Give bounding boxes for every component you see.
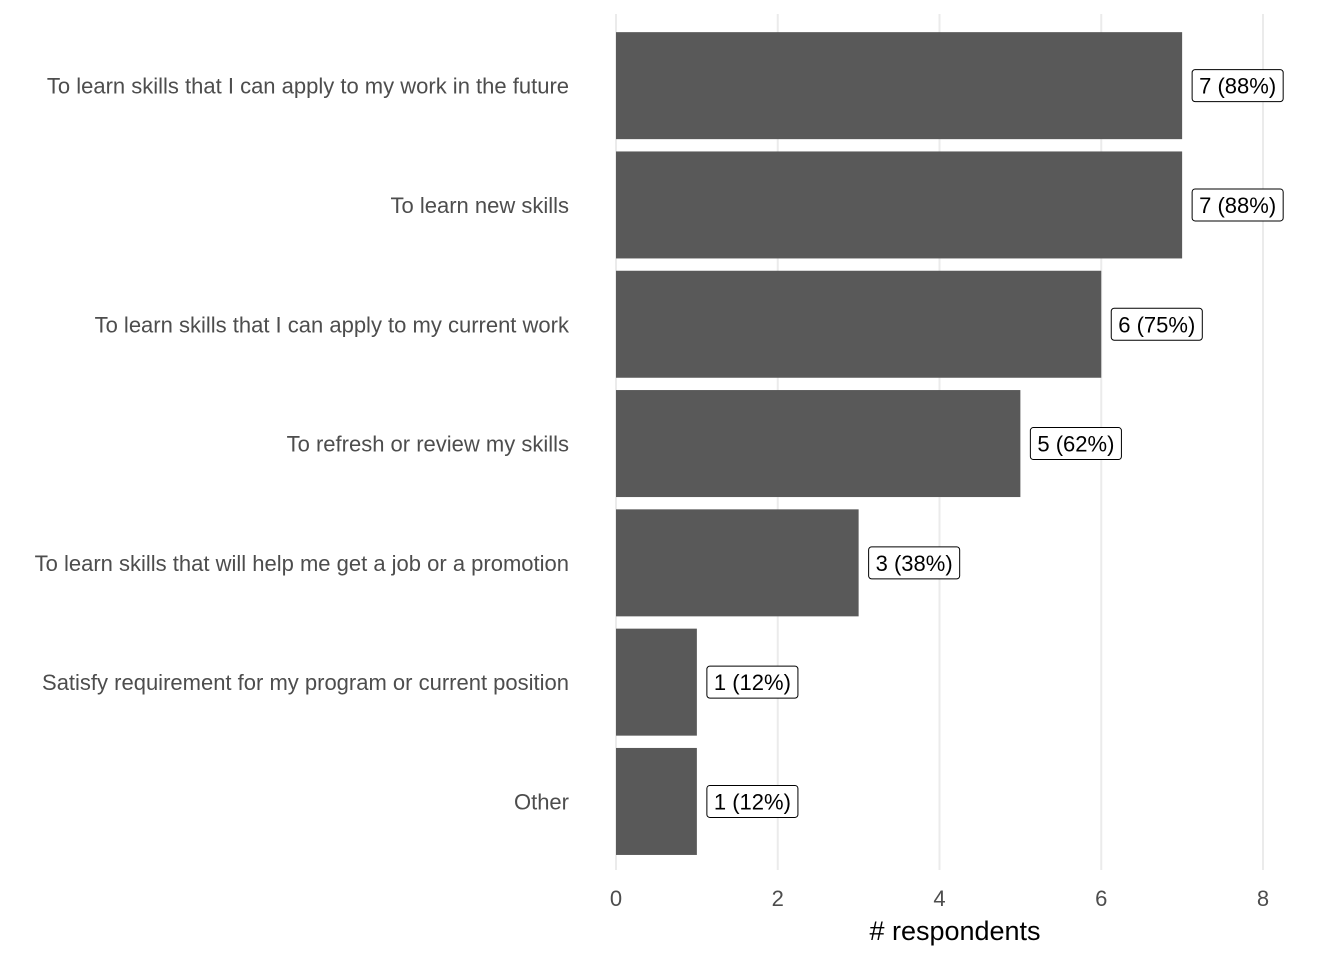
category-label: To learn skills that I can apply to my c… [95,312,570,337]
data-label: 5 (62%) [1029,427,1122,461]
x-axis-title: # respondents [869,916,1040,946]
bar [616,747,697,855]
category-label: To learn skills that will help me get a … [35,551,569,576]
data-label: 7 (88%) [1191,188,1284,222]
bar [616,151,1183,259]
data-label: 3 (38%) [868,546,961,580]
bar [616,390,1021,498]
data-label-text: 1 (12%) [714,789,791,814]
data-label: 1 (12%) [706,784,799,818]
bar [616,32,1183,140]
x-tick-label: 2 [772,886,784,911]
bar [616,270,1102,378]
data-label-text: 7 (88%) [1199,74,1276,99]
data-label-box [868,546,961,580]
data-label-box [1191,188,1284,222]
bars [616,32,1183,855]
bar [616,628,697,736]
category-labels: To learn skills that I can apply to my w… [35,74,570,815]
x-tick-labels: 0 2 4 6 8 [610,886,1269,911]
category-label: To refresh or review my skills [287,432,569,457]
category-label: To learn new skills [390,193,569,218]
data-label-box [706,665,799,699]
data-label-box [1191,69,1284,103]
data-label-text: 3 (38%) [876,551,953,576]
category-label: To learn skills that I can apply to my w… [47,74,569,99]
x-tick-label: 6 [1095,886,1107,911]
category-label: Satisfy requirement for my program or cu… [42,670,569,695]
x-tick-label: 4 [933,886,945,911]
data-label-box [1110,307,1203,341]
x-tick-label: 8 [1257,886,1269,911]
data-label-text: 5 (62%) [1037,432,1114,457]
category-label: Other [514,789,569,814]
bar [616,509,859,617]
data-label-text: 1 (12%) [714,670,791,695]
data-labels: 7 (88%) 7 (88%) 6 (75%) 5 (62%) 3 (38%) 1 (12… [706,69,1284,818]
data-label-box [706,784,799,818]
data-label: 6 (75%) [1110,307,1203,341]
data-label-box [1029,427,1122,461]
data-label-text: 7 (88%) [1199,193,1276,218]
data-label-text: 6 (75%) [1118,312,1195,337]
x-tick-label: 0 [610,886,622,911]
data-label: 7 (88%) [1191,69,1284,103]
data-label: 1 (12%) [706,665,799,699]
